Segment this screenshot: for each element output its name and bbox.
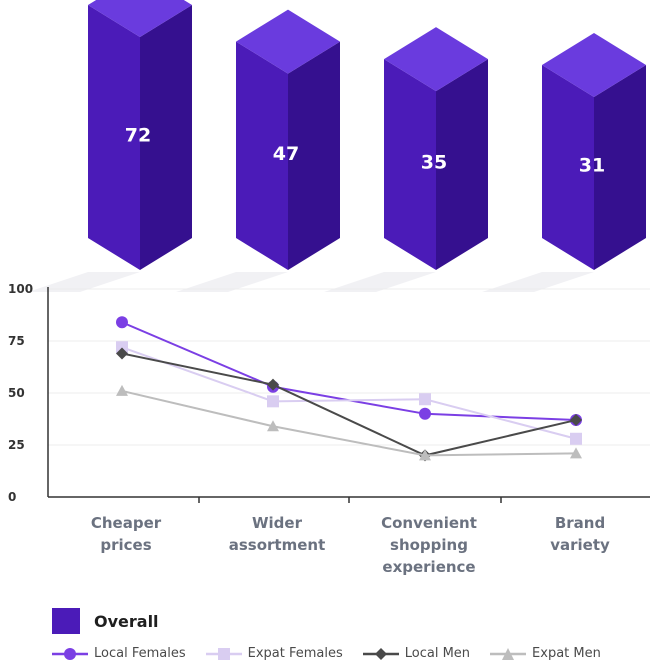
point-local-men-1 xyxy=(116,347,128,360)
bar-side-cheaper-prices xyxy=(140,5,192,270)
point-expat-females-4 xyxy=(570,432,582,445)
legend-label-local-men: Local Men xyxy=(404,646,471,661)
overall-swatch xyxy=(52,608,80,634)
point-local-men-2 xyxy=(267,378,279,391)
bar-shadow-wider-assortment xyxy=(176,272,288,292)
point-expat-men-1 xyxy=(116,384,128,396)
bar-side-wider-assortment xyxy=(288,41,340,271)
square-marker-icon xyxy=(205,647,242,660)
category-label-convenient-shopping-experience: Convenient shopping experience xyxy=(381,514,477,576)
point-expat-men-3 xyxy=(419,449,431,461)
bar-shadow-convenient-shopping-experience xyxy=(324,272,436,292)
overall-legend-label: Overall xyxy=(94,611,159,631)
y-tick-label-75: 75 xyxy=(8,334,25,348)
point-expat-females-3 xyxy=(419,393,431,406)
legend-label-local-females: Local Females xyxy=(94,646,186,661)
legend-item-expat-men: Expat Men xyxy=(490,646,601,661)
point-expat-men-4 xyxy=(570,447,582,459)
legend-label-expat-females: Expat Females xyxy=(247,646,343,661)
bar-wider-assortment xyxy=(236,41,288,271)
series-legend: Local Females Expat Females Local Men Ex… xyxy=(52,646,601,661)
bar-value-label-brand-variety: 31 xyxy=(579,155,605,177)
legend-item-local-females: Local Females xyxy=(52,646,186,661)
bar-side-convenient-shopping-experience xyxy=(436,59,488,270)
y-tick-label-25: 25 xyxy=(8,438,25,452)
series-lines xyxy=(116,316,582,462)
bar-shadow-brand-variety xyxy=(482,272,594,292)
diamond-marker-icon xyxy=(362,647,399,660)
y-tick-label-100: 100 xyxy=(8,282,33,296)
overall-bars: 72 47 35 31 xyxy=(28,0,646,292)
bar-top-brand-variety xyxy=(542,33,646,97)
legend-item-local-men: Local Men xyxy=(362,646,471,661)
bar-value-label-convenient-shopping-experience: 35 xyxy=(421,152,447,174)
point-expat-females-1 xyxy=(116,341,128,354)
bar-brand-variety xyxy=(542,65,594,270)
point-local-men-4 xyxy=(570,414,582,427)
series-line-expat-females xyxy=(121,346,577,440)
point-expat-females-2 xyxy=(267,395,279,408)
bar-top-cheaper-prices xyxy=(88,0,192,37)
category-label-brand-variety: Brand variety xyxy=(550,514,610,554)
bar-top-convenient-shopping-experience xyxy=(384,27,488,92)
circle-marker-icon xyxy=(52,647,88,660)
legend-label-expat-men: Expat Men xyxy=(532,646,601,661)
triangle-marker-icon xyxy=(490,647,527,660)
point-expat-men-2 xyxy=(267,420,279,432)
series-line-expat-men xyxy=(121,389,577,457)
bar-top-wider-assortment xyxy=(236,9,340,74)
bar-shadow-cheaper-prices xyxy=(28,272,140,292)
series-line-local-men xyxy=(121,352,577,457)
bar-side-brand-variety xyxy=(594,65,646,270)
chart: 72 47 35 31 0 25 50 75 100 Cheaper prices Wider as… xyxy=(8,0,650,576)
bar-value-label-wider-assortment: 47 xyxy=(273,143,299,165)
bar-value-label-cheaper-prices: 72 xyxy=(125,125,151,147)
overall-legend: Overall xyxy=(52,608,159,634)
point-local-females-3 xyxy=(419,407,431,420)
category-label-cheaper-prices: Cheaper prices xyxy=(91,514,162,554)
point-local-females-1 xyxy=(116,316,128,329)
grid-lines: 0 25 50 75 100 xyxy=(8,282,650,504)
axes xyxy=(47,287,650,503)
legend-item-expat-females: Expat Females xyxy=(205,646,343,661)
y-tick-label-0: 0 xyxy=(8,490,16,504)
bar-convenient-shopping-experience xyxy=(384,59,436,270)
bar-cheaper-prices xyxy=(88,5,140,270)
category-labels: Cheaper prices Wider assortment Convenient sh… xyxy=(91,514,610,576)
y-tick-label-50: 50 xyxy=(8,386,25,400)
category-label-wider-assortment: Wider assortment xyxy=(229,514,326,554)
